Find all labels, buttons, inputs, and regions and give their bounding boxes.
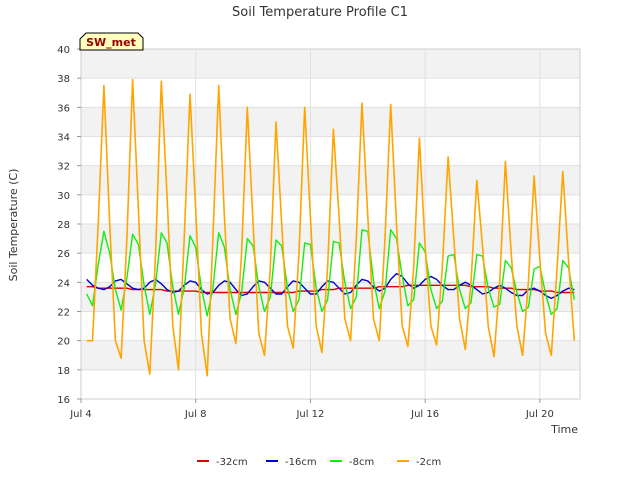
legend-label: -32cm (216, 457, 248, 468)
plot-band (81, 49, 580, 79)
series-layer (86, 78, 576, 377)
plot-band (81, 282, 580, 312)
site-badge-shape (79, 32, 144, 51)
site-badge: SW_met (79, 32, 144, 51)
y-tick-label: 34 (57, 133, 70, 144)
plot-band (81, 107, 580, 137)
y-tick-label: 16 (57, 395, 70, 406)
grid (80, 48, 580, 400)
legend-label: -16cm (285, 457, 317, 468)
y-tick-label: 18 (57, 366, 70, 377)
site-badge-label: SW_met (86, 36, 136, 49)
y-tick-label: 28 (57, 220, 70, 231)
legend-label: -2cm (416, 457, 441, 468)
y-tick-label: 36 (57, 103, 70, 114)
x-tick-label: Jul 16 (410, 409, 439, 420)
x-tick-label: Jul 8 (184, 409, 207, 420)
legend-label: -8cm (349, 457, 374, 468)
series-line-minus-16cm (86, 272, 575, 300)
y-axis: 16 18 20 22 24 26 28 30 32 34 36 38 40 (57, 45, 81, 406)
y-tick-label: 20 (57, 337, 70, 348)
x-tick-label: Jul 20 (525, 409, 554, 420)
series-line-minus-2cm (86, 78, 576, 377)
y-tick-label: 32 (57, 162, 70, 173)
y-tick-label: 22 (57, 308, 70, 319)
plot-band (81, 340, 580, 370)
y-tick-label: 40 (57, 45, 70, 56)
x-tick-label: Jul 12 (295, 409, 324, 420)
x-tick-label: Jul 4 (69, 409, 92, 420)
y-tick-label: 30 (57, 191, 70, 202)
y-tick-label: 24 (57, 278, 70, 289)
plot-band (81, 369, 580, 399)
series-line-minus-32cm (86, 284, 575, 294)
legend: -32cm -16cm -8cm -2cm (197, 457, 441, 468)
y-tick-label: 38 (57, 74, 70, 85)
x-axis-label: Time (550, 423, 578, 436)
y-axis-label: Soil Temperature (C) (7, 169, 20, 282)
chart-title: Soil Temperature Profile C1 (232, 5, 408, 20)
series-line-minus-8cm (86, 229, 575, 317)
y-tick-label: 26 (57, 249, 70, 260)
plot-band (81, 78, 580, 108)
x-axis: Jul 4 Jul 8 Jul 12 Jul 16 Jul 20 (69, 399, 554, 420)
plot-band (81, 311, 580, 341)
